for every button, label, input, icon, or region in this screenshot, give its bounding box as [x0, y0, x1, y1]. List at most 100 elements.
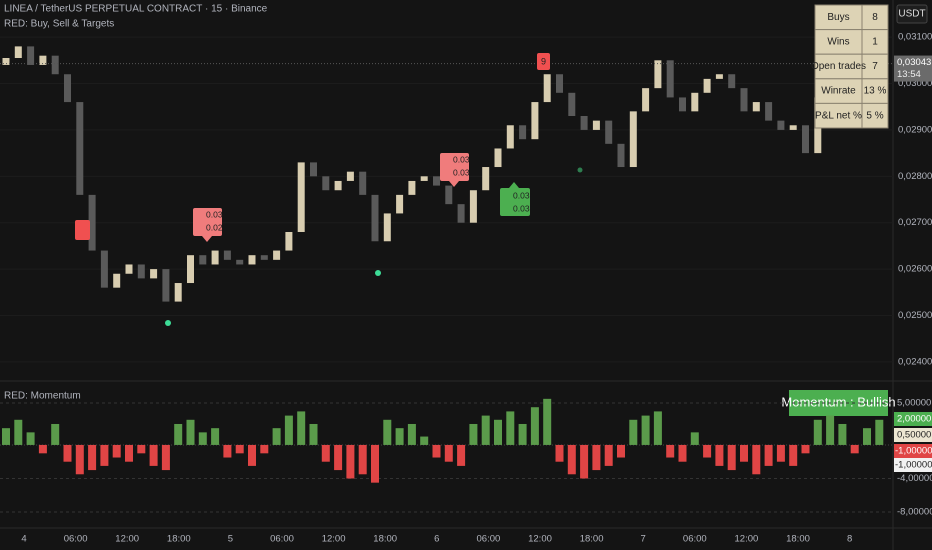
candle [236, 259, 244, 265]
momentum-bar [838, 423, 847, 445]
x-tick-label: 12:00 [735, 534, 759, 545]
momentum-bar [38, 444, 47, 454]
table-cell [814, 4, 863, 31]
momentum-bar [14, 419, 23, 445]
table-value: 1 [872, 37, 878, 48]
candle [14, 46, 22, 58]
momentum-bar [801, 444, 810, 454]
y-tick-label: 0,02500 [898, 310, 932, 321]
candle [125, 264, 133, 274]
y-tick-label: 0,03000 [898, 78, 932, 89]
x-tick-label: 06:00 [270, 534, 294, 545]
table-label: Open trades [811, 61, 866, 72]
currency-button[interactable] [896, 4, 928, 24]
candle [777, 120, 785, 130]
momentum-bar [740, 444, 748, 462]
momentum-bar [506, 411, 515, 445]
candle [396, 194, 404, 214]
x-tick-label: 12:00 [322, 534, 346, 545]
momentum-bar [112, 444, 121, 458]
momentum-bar [494, 419, 502, 445]
momentum-bar [334, 444, 343, 471]
candle [802, 125, 809, 154]
momentum-bar [100, 444, 109, 466]
table-cell [814, 78, 863, 104]
candle [322, 176, 330, 191]
candle [39, 55, 47, 65]
momentum-title: RED: Momentum [4, 391, 81, 402]
candle [617, 143, 625, 168]
table-cell [814, 102, 863, 129]
candle [752, 102, 760, 112]
momentum-bar [371, 444, 379, 483]
target-text: 0.03 [206, 209, 223, 219]
table-value: 5 % [866, 110, 883, 121]
momentum-bar [149, 444, 158, 466]
candle [310, 162, 317, 177]
status-text: Momentum : Bullish [781, 394, 895, 409]
momentum-bar [444, 444, 453, 462]
target-text: 0.03 [453, 154, 470, 164]
momentum-bar [395, 428, 404, 445]
momentum-bar [666, 444, 675, 458]
momentum-bar [174, 423, 183, 445]
x-tick-label: 18:00 [580, 534, 604, 545]
candle [211, 250, 219, 265]
momentum-bar [235, 444, 244, 454]
momentum-bar [198, 432, 207, 445]
axis-badge [894, 428, 932, 442]
candle [297, 162, 305, 232]
x-tick-label: 18:00 [786, 534, 810, 545]
momentum-bar [875, 419, 884, 445]
momentum-bar [641, 415, 650, 445]
momentum-bar [703, 444, 712, 458]
last-price-badge [894, 55, 932, 82]
momentum-bar [457, 444, 466, 466]
candle [556, 74, 563, 93]
y-tick-label: 0,02700 [898, 217, 932, 228]
momentum-bar [850, 444, 859, 454]
candle [359, 171, 367, 195]
candle [568, 92, 576, 116]
buy-dot [577, 167, 583, 173]
momentum-bar [518, 423, 527, 445]
buy-dot [375, 270, 381, 276]
momentum-bar [813, 419, 822, 445]
candle [113, 273, 121, 288]
momentum-bar [617, 444, 625, 458]
momentum-bar [309, 423, 318, 445]
target-text: 0.03 [513, 203, 530, 213]
x-tick-label: 12:00 [528, 534, 552, 545]
table-cell [861, 102, 889, 129]
candle [789, 125, 797, 130]
candle [654, 60, 662, 89]
x-tick-label: 06:00 [64, 534, 88, 545]
momentum-bar [789, 444, 798, 466]
y-tick-label: 0,02900 [898, 124, 932, 135]
target-box [193, 208, 222, 236]
target-text: 0.02 [206, 222, 223, 232]
y-tick-label: 0,03100 [898, 32, 932, 43]
box-pointer [202, 236, 212, 242]
symbol-title: LINEA / TetherUS PERPETUAL CONTRACT · 15… [4, 4, 268, 15]
candle [88, 194, 96, 251]
x-tick-label: 5 [228, 534, 233, 545]
momentum-bar [223, 444, 232, 458]
table-label: Buys [827, 12, 849, 23]
momentum-bar [2, 428, 10, 445]
momentum-bar [321, 444, 330, 462]
momentum-bar [826, 415, 835, 445]
candle [715, 74, 723, 79]
axis-badge-text: -1,00000 [895, 460, 932, 471]
countdown: 13:54 [897, 69, 921, 80]
candle [223, 250, 231, 260]
candle [703, 78, 711, 93]
momentum-bar [629, 419, 638, 445]
candle [531, 102, 539, 140]
candle [260, 255, 268, 260]
axis-badge-text: 0,50000 [897, 430, 931, 441]
table-label: Wins [827, 37, 849, 48]
candle [629, 111, 637, 168]
momentum-bar [863, 428, 871, 445]
momentum-bar [592, 444, 601, 471]
